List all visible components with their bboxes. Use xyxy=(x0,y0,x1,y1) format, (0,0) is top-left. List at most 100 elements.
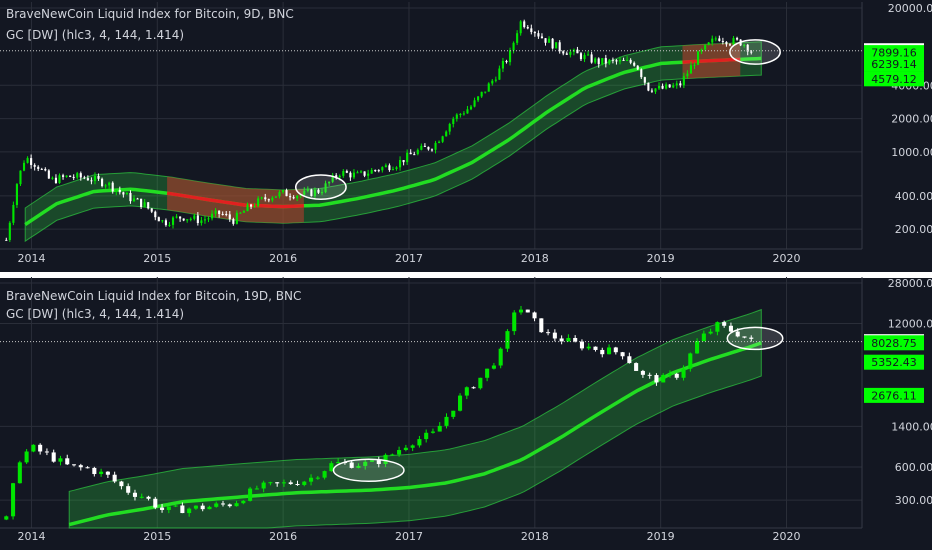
chart-panel-19d[interactable]: 2014 2015 2016 2017 2018 2019 2020 28000.00 1200… xyxy=(0,277,932,543)
candle-body xyxy=(469,106,473,110)
candle-body xyxy=(743,44,746,46)
candle-body xyxy=(573,337,578,342)
candle-body xyxy=(260,197,263,199)
candle-body xyxy=(309,477,314,482)
candle-body xyxy=(654,375,659,383)
candle-body xyxy=(232,219,235,224)
candle-body xyxy=(508,50,512,63)
candle-body xyxy=(451,410,456,417)
candle-body xyxy=(749,337,754,339)
candle-body xyxy=(376,460,381,465)
highlight-ellipse xyxy=(294,174,347,201)
candle-body xyxy=(254,488,259,490)
candle-body xyxy=(519,21,522,34)
candle-body xyxy=(271,197,274,201)
candle-body xyxy=(667,373,673,375)
candle-body xyxy=(331,175,334,182)
candle-body xyxy=(620,352,625,357)
candle-body xyxy=(661,374,666,383)
candle-body xyxy=(267,199,270,201)
candle-body xyxy=(618,59,622,62)
candle-body xyxy=(594,58,597,63)
candle-body xyxy=(289,196,292,198)
candle-body xyxy=(278,192,281,197)
candle-body xyxy=(438,141,441,143)
candle-body xyxy=(640,69,643,78)
candle-body xyxy=(696,51,700,65)
candle-body xyxy=(281,482,286,484)
x-tick-label: 2016 xyxy=(269,252,297,265)
candle-body xyxy=(473,100,476,107)
candle-body xyxy=(193,505,198,509)
candle-body xyxy=(462,113,465,115)
candle-body xyxy=(24,451,29,463)
candle-body xyxy=(207,506,212,510)
candle-body xyxy=(455,114,458,119)
candle-body xyxy=(11,483,16,517)
candle-body xyxy=(154,211,157,218)
candle-body xyxy=(409,152,412,155)
candle-body xyxy=(512,42,515,51)
channel-value-label: 8028.75 xyxy=(871,337,917,350)
candle-body xyxy=(498,68,501,80)
candle-body xyxy=(406,152,409,163)
candle-body xyxy=(722,322,727,326)
candle-body xyxy=(328,181,331,184)
candle-body xyxy=(420,145,423,150)
candle-body xyxy=(182,218,185,221)
candle-body xyxy=(540,36,544,39)
candle-body xyxy=(317,189,320,193)
gaussian-channel-band xyxy=(68,308,762,529)
candle-body xyxy=(369,460,375,462)
candle-body xyxy=(203,219,207,221)
candle-body xyxy=(92,467,97,475)
candle-body xyxy=(576,49,579,54)
candle-body xyxy=(153,498,158,508)
candle-body xyxy=(579,341,584,349)
candle-body xyxy=(12,204,15,223)
candle-body xyxy=(126,486,131,493)
candle-body xyxy=(547,38,551,43)
candle-body xyxy=(241,500,246,504)
candle-body xyxy=(381,167,384,171)
candle-body xyxy=(569,51,572,55)
channel-fill xyxy=(68,308,762,529)
candle-body xyxy=(688,353,693,369)
candle-body xyxy=(118,190,121,193)
candle-body xyxy=(179,216,182,219)
candle-body xyxy=(485,368,490,378)
candle-body xyxy=(579,53,583,60)
candle-body xyxy=(452,118,455,124)
x-tick-label: 2015 xyxy=(143,252,171,265)
candle-body xyxy=(597,58,600,65)
candle-body xyxy=(8,222,11,240)
candle-body xyxy=(143,202,146,207)
candle-body xyxy=(374,170,377,172)
candle-body xyxy=(51,452,56,462)
candle-body xyxy=(173,505,178,507)
candle-body xyxy=(180,505,185,514)
candle-body xyxy=(242,211,246,213)
candle-body xyxy=(746,44,749,52)
candle-body xyxy=(257,198,260,207)
candle-body xyxy=(487,83,490,92)
candle-body xyxy=(111,182,114,192)
candle-body xyxy=(168,224,171,226)
channel-value-label: 2676.11 xyxy=(871,389,917,402)
candle-body xyxy=(207,218,210,220)
candle-body xyxy=(410,445,415,448)
channel-centerline xyxy=(68,341,762,527)
highlight-ellipses xyxy=(332,326,784,483)
candle-body xyxy=(672,85,675,88)
candle-body xyxy=(634,363,639,371)
candle-body xyxy=(253,206,256,208)
candle-body xyxy=(65,458,70,465)
x-tick-label: 2015 xyxy=(143,530,171,543)
chart-panel-9d[interactable]: 201420152016201720182019202020000.004000… xyxy=(0,2,932,265)
x-tick-label: 2019 xyxy=(647,530,675,543)
candle-body xyxy=(315,477,320,479)
candle-body xyxy=(732,38,735,45)
candle-body xyxy=(689,65,693,74)
candle-body xyxy=(626,59,629,61)
